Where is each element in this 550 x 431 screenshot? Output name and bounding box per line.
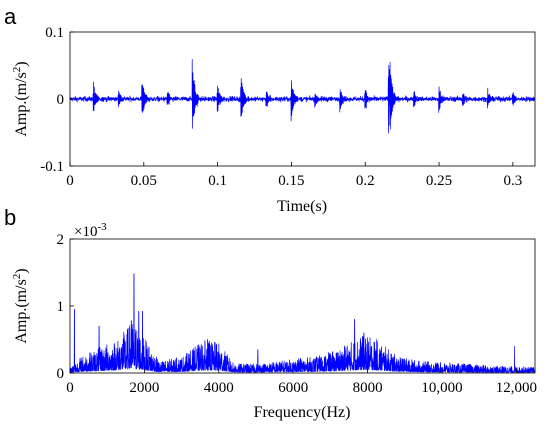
panel-b-y-tick-label: 1	[57, 299, 65, 315]
panel-a-y-tick-label: -0.1	[40, 159, 64, 175]
panel-a-xlabel: Time(s)	[277, 198, 327, 215]
panel-a-x-tick-label: 0.15	[278, 173, 304, 189]
panel-b-y-tick-label: 2	[57, 232, 65, 248]
panel-a-y-ticks: -0.1 0 0.1	[40, 25, 74, 175]
panel-b-spectrum-line	[69, 273, 536, 373]
panel-a-x-ticks: 0 0.05 0.1 0.15 0.2 0.25 0.3	[66, 162, 522, 189]
panel-a-ylabel-close: )	[13, 61, 30, 66]
panel-a-letter: a	[4, 4, 17, 29]
panel-b-plot-area	[69, 273, 536, 373]
panel-b-x-tick-label: 0	[66, 380, 74, 396]
panel-b-y-scale-exp: -3	[97, 221, 107, 233]
panel-a-plot-area	[69, 59, 536, 134]
panel-a-y-tick-label: 0.1	[45, 25, 64, 41]
panel-a-y-tick-label: 0	[57, 92, 65, 108]
panel-b-letter: b	[4, 205, 16, 230]
panel-b-xlabel: Frequency(Hz)	[254, 404, 351, 421]
panel-a-ylabel-main: Amp.(m/s	[13, 72, 30, 136]
panel-b-ylabel-main: Amp.(m/s	[13, 279, 30, 343]
panel-a-x-tick-label: 0.25	[426, 173, 452, 189]
panel-b-y-ticks: 0 1 2	[57, 232, 74, 382]
panel-b-x-tick-label: 4000	[204, 380, 234, 396]
panel-a-signal-line	[69, 59, 536, 134]
panel-b-x-ticks: 0 2000 4000 6000 8000 10,000 12,000	[66, 369, 537, 396]
panel-b-x-tick-label: 10,000	[421, 380, 462, 396]
panel-a-ylabel-sup: 2	[11, 67, 23, 73]
panel-b-ylabel-close: )	[13, 268, 30, 273]
panel-b-y-scale-base: ×10	[74, 224, 97, 240]
panel-a-x-tick-label: 0.1	[208, 173, 227, 189]
panel-b-x-tick-label: 2000	[129, 380, 159, 396]
panel-b-ylabel-sup: 2	[11, 274, 23, 280]
panel-a-chart: 0 0.05 0.1 0.15 0.2 0.25 0.3 -0.100.1 Time(s) …	[11, 25, 536, 215]
panel-a-ylabel: Amp.(m/s2)	[11, 61, 30, 136]
panel-b-y-tick-label: 0	[57, 366, 65, 382]
panel-b-x-tick-label: 12,000	[496, 380, 537, 396]
panel-b-x-tick-label: 8000	[353, 380, 383, 396]
panel-a-x-tick-label: 0.3	[503, 173, 522, 189]
panel-b-chart: 0 2000 4000 6000 8000 10,000 12,000 012 ×10-3 …	[11, 221, 537, 421]
panel-a-x-tick-label: 0.2	[356, 173, 375, 189]
panel-b-x-tick-label: 6000	[278, 380, 308, 396]
panel-b-ylabel: Amp.(m/s2)	[11, 268, 30, 343]
panel-a-x-tick-label: 0.05	[131, 173, 157, 189]
panel-a-x-tick-label: 0	[66, 173, 74, 189]
panel-b-y-scale-label: ×10-3	[74, 221, 107, 240]
